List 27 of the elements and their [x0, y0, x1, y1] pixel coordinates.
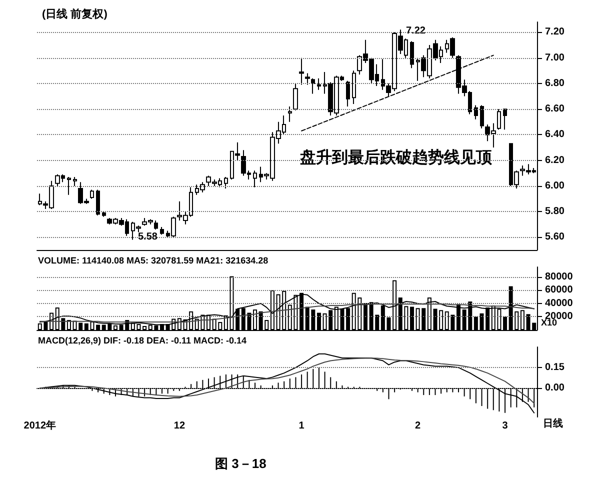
- y-tick-label: 6.60: [545, 104, 565, 115]
- annotation: 5.58: [138, 232, 158, 242]
- y-tick-label: 6.80: [545, 78, 565, 89]
- annotation: 盘升到最后跌破趋势线见顶: [299, 148, 493, 166]
- text: VOLUME: 114140.08 MA5: 320781.59 MA21: 321634.28: [38, 256, 268, 266]
- y-tick-label: 6.20: [545, 154, 565, 166]
- y-tick-label: 6.40: [545, 129, 565, 140]
- y-tick-label: 7.20: [545, 26, 565, 38]
- y-tick-label: 7.00: [545, 52, 565, 64]
- x-tick-label: 3: [502, 420, 508, 432]
- caption: 图 3－18: [215, 456, 266, 471]
- chart-title: (日线 前复权): [42, 8, 108, 20]
- x-tick-label: 2: [415, 420, 422, 432]
- y-tick-label: 5.80: [545, 206, 565, 218]
- x-tick-label: 2012年: [24, 420, 56, 432]
- text: 日线: [543, 418, 563, 430]
- x-tick-label: 1: [298, 420, 305, 432]
- y-tick-label: 6.00: [545, 180, 565, 192]
- y-tick-label: 80000: [545, 271, 574, 282]
- text: MACD(12,26,9) DIF: -0.18 DEA: -0.11 MACD: -0.14: [38, 336, 247, 346]
- y-tick-label: 0.00: [545, 382, 565, 394]
- y-tick-label: 40000: [545, 298, 574, 309]
- y-tick-label: 60000: [545, 284, 574, 296]
- y-tick-label: 5.60: [545, 232, 565, 243]
- y-tick-label: 0.15: [545, 362, 565, 374]
- x-tick-label: 12: [174, 420, 186, 432]
- text: X10: [541, 318, 558, 328]
